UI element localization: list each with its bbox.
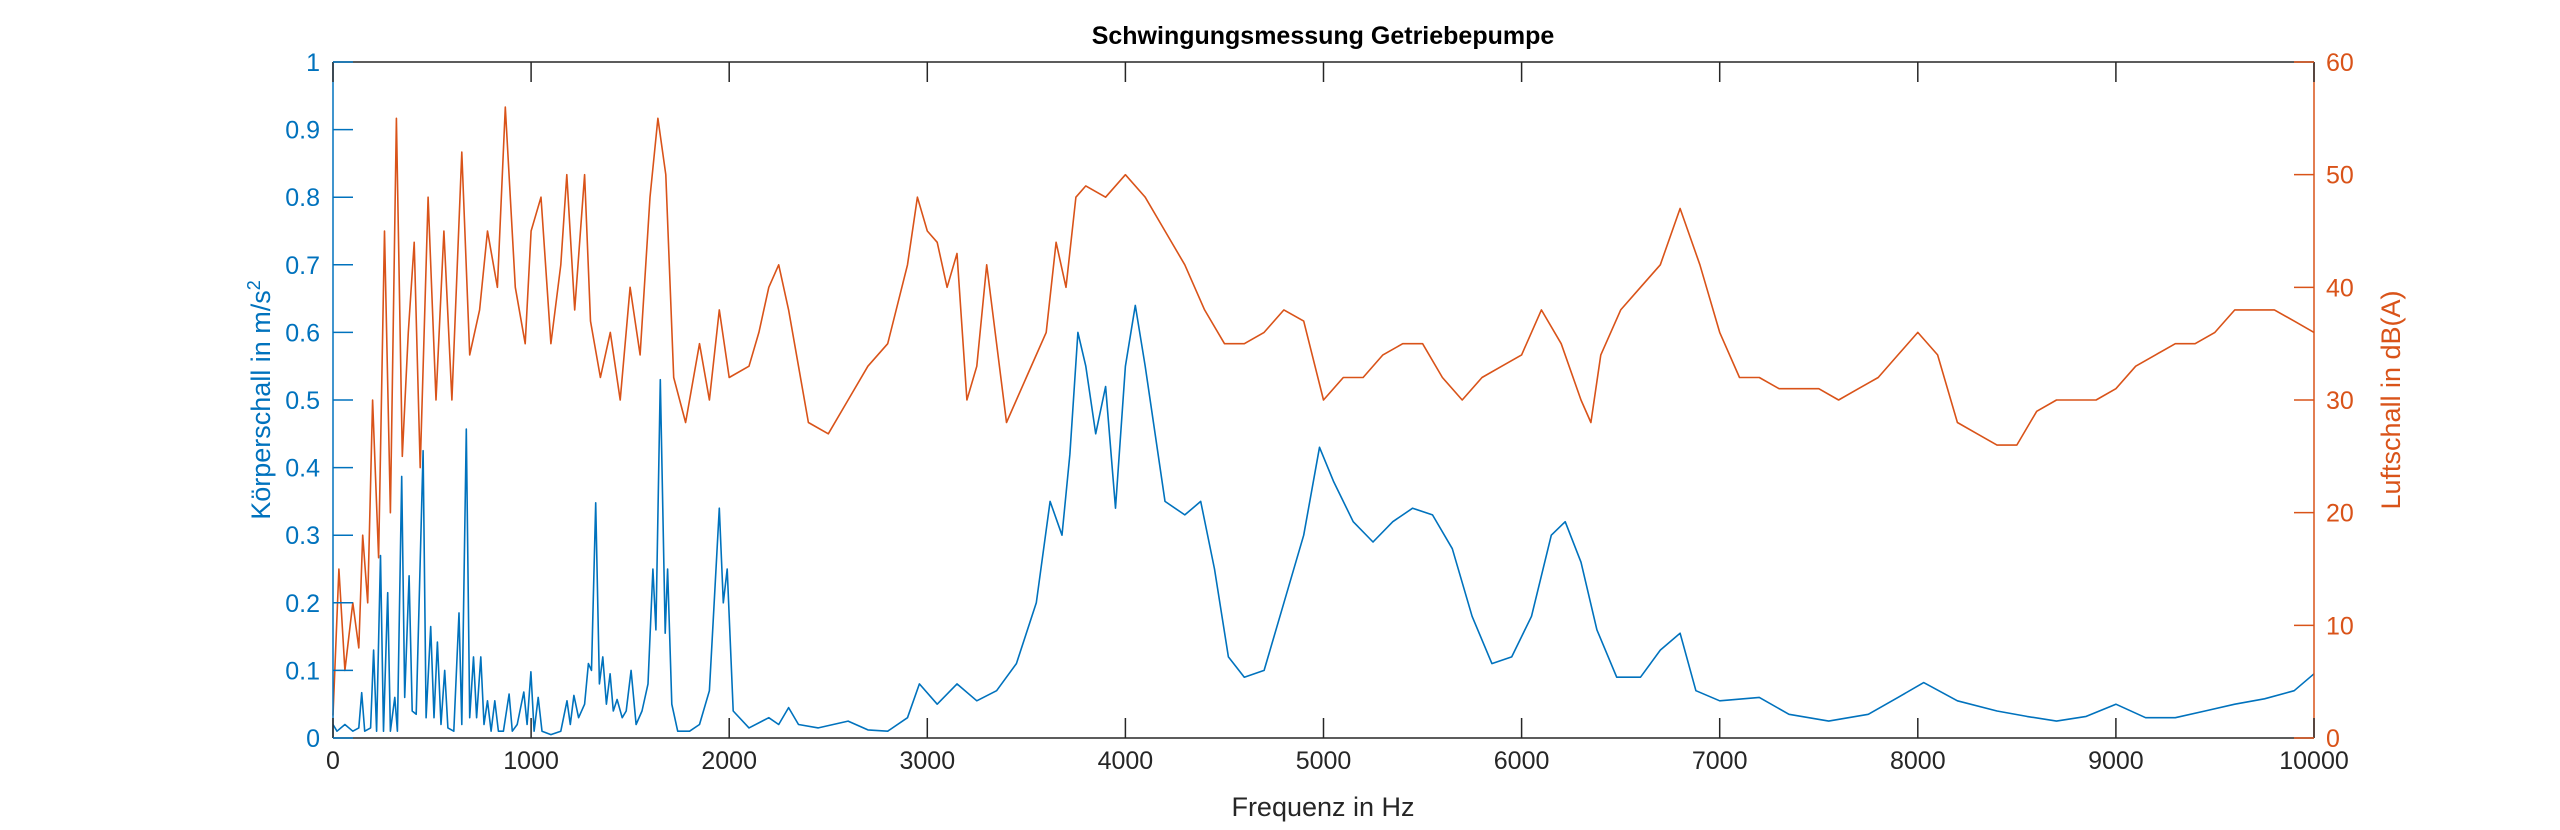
y-tick-label-right: 20 [2326,500,2354,528]
x-tick-label: 1000 [503,747,559,775]
y-axis-label-left-sup: 2 [244,280,264,290]
y-tick-label-left: 0.2 [285,590,320,618]
x-tick-label: 8000 [1890,747,1946,775]
y-tick-label-left: 0.8 [285,184,320,212]
y-tick-label-left: 0.4 [285,455,320,483]
x-axis-label: Frequenz in Hz [1231,792,1414,822]
x-tick-label: 5000 [1296,747,1352,775]
y-tick-label-right: 10 [2326,612,2354,640]
x-tick-label: 9000 [2088,747,2144,775]
y-tick-label-right: 40 [2326,274,2354,302]
series-line-koerperschall [332,304,2315,736]
y-tick-label-right: 0 [2326,725,2340,753]
x-tick-label: 0 [326,747,340,775]
y-tick-label-right: 30 [2326,387,2354,415]
x-tick-label: 4000 [1098,747,1154,775]
y-tick-label-left: 1 [306,49,320,77]
y-tick-label-left: 0.1 [285,657,320,685]
y-axis-label-left-main: Körperschall in m/s [246,290,276,520]
y-tick-label-left: 0 [306,725,320,753]
x-tick-label: 7000 [1692,747,1748,775]
y-tick-label-left: 0.6 [285,319,320,347]
y-tick-label-right: 50 [2326,162,2354,190]
y-axis-label-right: Luftschall in dB(A) [2376,290,2406,509]
x-tick-label: 2000 [701,747,757,775]
y-tick-label-left: 0.9 [285,117,320,145]
y-tick-label-left: 0.5 [285,387,320,415]
y-tick-label-left: 0.3 [285,522,320,550]
x-tick-label: 3000 [899,747,955,775]
x-tick-label: 10000 [2279,747,2349,775]
chart-title: Schwingungsmessung Getriebepumpe [1092,22,1555,50]
y-tick-label-right: 60 [2326,49,2354,77]
y-axis-label-left: Körperschall in m/s2 [244,280,276,520]
x-tick-label: 6000 [1494,747,1550,775]
y-tick-label-left: 0.7 [285,252,320,280]
series-line-luftschall [332,106,2315,716]
